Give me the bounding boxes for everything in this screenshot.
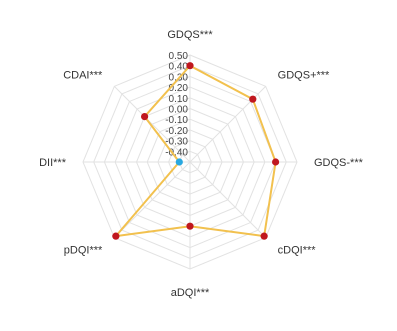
tick-label: -0.40 <box>165 147 188 158</box>
tick-label: 0.40 <box>169 62 189 73</box>
axis-label: aDQI*** <box>171 287 210 299</box>
data-point-gdqs+ <box>249 95 257 103</box>
data-point-pdqi <box>112 232 120 240</box>
axis-label: pDQI*** <box>64 245 103 257</box>
tick-label: 0.00 <box>169 105 189 116</box>
data-point-gdqs <box>186 62 194 70</box>
tick-label: 0.50 <box>169 51 189 62</box>
data-point-dii <box>175 158 183 166</box>
data-point-cdai <box>141 113 149 121</box>
axis-label: cDQI*** <box>278 245 317 257</box>
tick-label: -0.10 <box>165 115 188 126</box>
axis-label: DII*** <box>39 157 67 169</box>
grid-spoke <box>189 161 267 239</box>
tick-label-layer: 0.500.400.300.200.100.00-0.10-0.20-0.30-… <box>165 51 188 158</box>
tick-label: -0.30 <box>165 137 188 148</box>
axis-label: GDQS-*** <box>314 157 364 169</box>
tick-label: 0.20 <box>169 83 189 94</box>
axis-label: CDAI*** <box>63 69 103 81</box>
axis-label-layer: GDQS*** GDQS+*** GDQS-*** cDQI*** aDQI*** pDQ… <box>39 29 364 299</box>
data-point-cdqi <box>260 232 268 240</box>
axis-label: GDQS*** <box>167 29 213 41</box>
data-point-gdqs- <box>272 158 280 166</box>
grid-spoke <box>113 85 191 163</box>
tick-label: 0.10 <box>169 94 189 105</box>
tick-label: -0.20 <box>165 126 188 137</box>
series-layer <box>112 62 280 240</box>
grid-spoke <box>113 161 191 239</box>
data-point-adqi <box>186 222 194 230</box>
axis-label: GDQS+*** <box>278 69 330 81</box>
